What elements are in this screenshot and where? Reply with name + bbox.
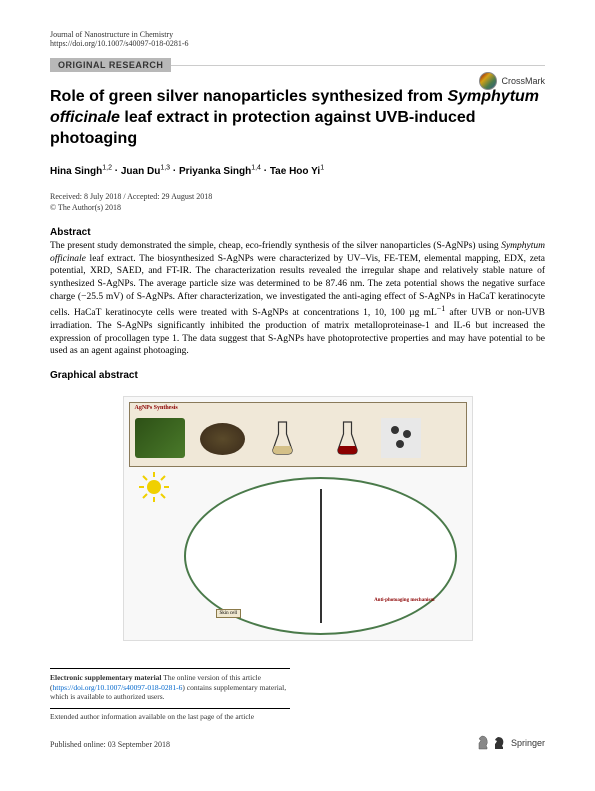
ga-sun-icon — [139, 472, 169, 502]
ga-synthesis-label: AgNPs Synthesis — [135, 405, 178, 411]
author-2: Juan Du1,3 — [121, 166, 170, 177]
springer-text: Springer — [511, 738, 545, 748]
graphical-abstract-image: AgNPs Synthesis Skin cell Anti-photoagin… — [123, 396, 473, 641]
author-1-sup: 1,2 — [102, 164, 112, 171]
ga-skin-label: Skin cell — [216, 609, 242, 618]
ga-flask1-icon — [265, 418, 300, 458]
copyright-notice: © The Author(s) 2018 — [50, 203, 545, 212]
section-header-label: ORIGINAL RESEARCH — [50, 58, 171, 72]
ga-dried-leaves-icon — [200, 423, 245, 455]
author-4-sup: 1 — [320, 164, 324, 171]
article-title: Role of green silver nanoparticles synth… — [50, 87, 545, 149]
ga-flask2-icon — [330, 418, 365, 458]
abstract-heading: Abstract — [50, 227, 545, 238]
section-header-bar: ORIGINAL RESEARCH — [50, 58, 545, 72]
author-sep: · — [261, 166, 270, 177]
author-info-note: Extended author information available on… — [50, 708, 290, 721]
doi-link: https://doi.org/10.1007/s40097-018-0281-… — [50, 39, 545, 48]
footer-section: Electronic supplementary material The on… — [50, 668, 290, 721]
springer-icon — [492, 735, 506, 751]
crossmark-icon — [479, 72, 497, 90]
graphical-abstract-heading: Graphical abstract — [50, 370, 545, 381]
section-bar-divider — [171, 65, 545, 66]
ga-divider — [320, 489, 322, 623]
author-2-sup: 1,3 — [160, 164, 170, 171]
author-sep: · — [170, 166, 179, 177]
received-accepted-dates: Received: 8 July 2018 / Accepted: 29 Aug… — [50, 192, 545, 201]
author-3: Priyanka Singh1,4 — [179, 166, 261, 177]
crossmark-badge[interactable]: CrossMark — [479, 72, 545, 90]
authors-list: Hina Singh1,2 · Juan Du1,3 · Priyanka Si… — [50, 164, 545, 176]
author-4-name: Tae Hoo Yi — [270, 166, 320, 177]
journal-name: Journal of Nanostructure in Chemistry — [50, 30, 545, 39]
footer-divider-top — [50, 668, 290, 669]
author-1: Hina Singh1,2 — [50, 166, 112, 177]
ga-leaf-icon — [135, 418, 185, 458]
ga-cell-diagram: Skin cell Anti-photoaging mechanism — [184, 477, 457, 635]
author-1-name: Hina Singh — [50, 166, 102, 177]
ga-nanoparticles-icon — [381, 418, 421, 458]
abstract-sup1: −1 — [437, 304, 445, 313]
abstract-p1: The present study demonstrated the simpl… — [50, 241, 501, 251]
author-2-name: Juan Du — [121, 166, 160, 177]
title-part1: Role of green silver nanoparticles synth… — [50, 88, 447, 105]
author-3-name: Priyanka Singh — [179, 166, 251, 177]
ga-synthesis-panel: AgNPs Synthesis — [129, 402, 467, 467]
crossmark-label: CrossMark — [501, 76, 545, 86]
published-date: Published online: 03 September 2018 — [50, 740, 170, 749]
author-4: Tae Hoo Yi1 — [270, 166, 324, 177]
springer-logo: Springer — [492, 735, 545, 751]
supplementary-material: Electronic supplementary material The on… — [50, 673, 290, 702]
author-3-sup: 1,4 — [251, 164, 261, 171]
ga-anti-label: Anti-photoaging mechanism — [374, 598, 434, 603]
abstract-text: The present study demonstrated the simpl… — [50, 240, 545, 358]
author-sep: · — [112, 166, 121, 177]
supp-bold: Electronic supplementary material — [50, 673, 162, 682]
supp-link[interactable]: https://doi.org/10.1007/s40097-018-0281-… — [53, 683, 183, 692]
chess-horse-icon — [476, 733, 490, 751]
